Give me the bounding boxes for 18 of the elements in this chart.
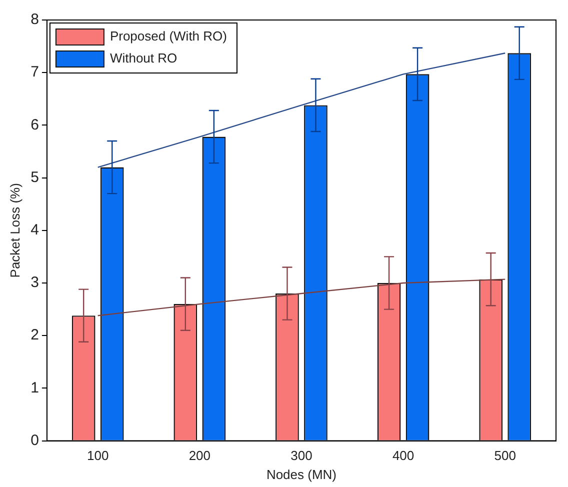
y-tick-label: 2 <box>30 326 39 344</box>
y-axis-title: Packet Loss (%) <box>7 183 22 278</box>
y-tick-label: 1 <box>30 379 39 396</box>
legend-label: Proposed (With RO) <box>110 28 227 44</box>
y-tick-label: 0 <box>30 432 39 449</box>
x-tick-label: 100 <box>86 448 109 464</box>
y-tick-label: 7 <box>30 64 39 81</box>
x-tick-label: 500 <box>494 448 516 464</box>
y-tick-label: 5 <box>30 168 39 186</box>
y-tick-label: 8 <box>30 11 39 28</box>
y-tick-label: 4 <box>30 222 39 239</box>
y-tick-label: 6 <box>30 116 39 134</box>
x-tick-label: 300 <box>290 448 312 464</box>
legend-label: Without RO <box>110 50 178 66</box>
x-axis-title: Nodes (MN) <box>266 466 337 482</box>
x-tick-label: 200 <box>188 448 211 464</box>
y-tick-label: 3 <box>30 274 39 292</box>
x-tick-label: 400 <box>392 448 414 464</box>
